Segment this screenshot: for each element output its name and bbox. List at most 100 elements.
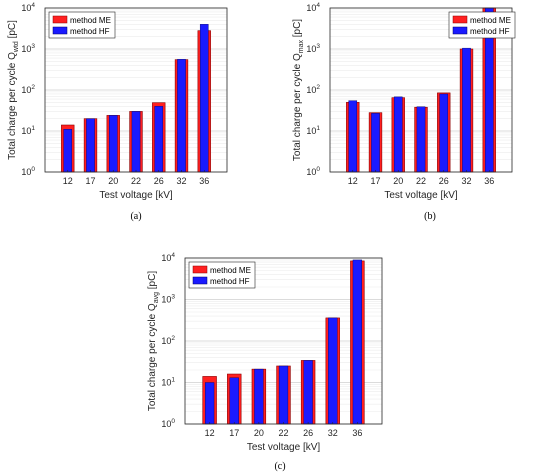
y-axis-label-unit: [pC]	[7, 20, 18, 41]
panel-label: (a)	[130, 211, 141, 222]
legend-label-me: method ME	[210, 266, 251, 275]
y-tick-label: 104	[306, 2, 320, 13]
legend-label-hf: method HF	[470, 27, 510, 36]
y-axis-label-main: Total charge per cycle Q	[292, 53, 303, 161]
y-tick-label: 101	[21, 125, 35, 136]
x-tick-label: 26	[303, 428, 313, 438]
bar-method-hf	[352, 259, 363, 425]
x-tick-label: 22	[131, 176, 141, 186]
y-tick-exponent: 2	[31, 84, 35, 91]
bar-method-hf	[278, 365, 289, 425]
axes-frame	[329, 7, 513, 173]
panel-label: (c)	[274, 461, 285, 472]
y-axis-label: Total charge per cycle Qwtd [pC]	[7, 20, 20, 160]
y-axis-label-main: Total charge per cycle Q	[7, 52, 18, 160]
y-tick-exponent: 3	[31, 43, 35, 50]
legend-label-hf: method HF	[70, 27, 110, 36]
panel-label: (b)	[424, 211, 436, 222]
x-tick-label: 32	[461, 176, 471, 186]
x-tick-label: 17	[229, 428, 239, 438]
y-tick-exponent: 4	[316, 2, 320, 9]
y-tick-label: 102	[161, 335, 175, 346]
legend-swatch-me	[52, 15, 68, 24]
x-tick-label: 36	[199, 176, 209, 186]
bar-method-hf	[154, 106, 164, 173]
x-tick-label: 17	[85, 176, 95, 186]
x-tick-label: 12	[63, 176, 73, 186]
y-axis-label-subscript: max	[298, 40, 305, 54]
y-tick-label: 103	[306, 43, 320, 54]
x-tick-label: 22	[278, 428, 288, 438]
y-axis-label-unit: [pC]	[147, 271, 158, 292]
y-tick-label: 102	[21, 84, 35, 95]
y-tick-label: 101	[161, 377, 175, 388]
bar-method-hf	[328, 317, 338, 425]
y-tick-exponent: 4	[171, 252, 175, 259]
y-tick-exponent: 4	[31, 2, 35, 9]
bar-method-hf	[63, 129, 73, 173]
y-tick-label: 102	[306, 84, 320, 95]
x-tick-label: 20	[393, 176, 403, 186]
y-tick-exponent: 3	[316, 43, 320, 50]
y-axis-label-subscript: avg	[153, 292, 160, 303]
x-axis-label: Test voltage [kV]	[384, 190, 458, 201]
bar-method-hf	[393, 96, 403, 173]
bar-method-hf	[254, 368, 264, 425]
x-axis-label: Test voltage [kV]	[99, 190, 173, 201]
x-tick-label: 22	[416, 176, 426, 186]
bar-method-hf	[177, 59, 186, 173]
y-tick-label: 104	[161, 252, 175, 263]
x-axis-label: Test voltage [kV]	[247, 442, 321, 453]
legend-swatch-me	[452, 15, 468, 24]
x-tick-label: 36	[352, 428, 362, 438]
y-tick-exponent: 1	[171, 377, 175, 384]
x-tick-label: 36	[484, 176, 494, 186]
x-tick-label: 26	[439, 176, 449, 186]
x-tick-label: 17	[370, 176, 380, 186]
bar-method-hf	[348, 100, 358, 173]
x-tick-label: 20	[254, 428, 264, 438]
y-tick-label: 103	[161, 294, 175, 305]
axes-frame	[44, 7, 228, 173]
y-axis-label: Total charge per cycle Qmax [pC]	[292, 19, 305, 161]
bar-method-hf	[204, 382, 215, 425]
y-tick-label: 100	[21, 166, 35, 177]
y-tick-label: 100	[161, 418, 175, 429]
y-tick-exponent: 2	[316, 84, 320, 91]
legend: method ME method HF	[188, 261, 256, 289]
legend-swatch-me	[192, 265, 208, 274]
bar-method-hf	[462, 47, 471, 173]
y-axis-label-subscript: wtd	[13, 41, 20, 53]
legend-label-me: method ME	[470, 16, 511, 25]
y-tick-exponent: 0	[31, 166, 35, 173]
legend-label-hf: method HF	[210, 277, 250, 286]
x-tick-label: 12	[348, 176, 358, 186]
legend-swatch-hf	[52, 26, 68, 35]
legend-swatch-hf	[192, 276, 208, 285]
x-tick-label: 32	[176, 176, 186, 186]
bar-method-hf	[131, 111, 141, 173]
bar-method-hf	[439, 93, 449, 173]
x-tick-label: 26	[154, 176, 164, 186]
bar-method-hf	[303, 360, 313, 425]
legend-swatch-hf	[452, 26, 468, 35]
bar-method-hf	[108, 115, 118, 173]
y-axis-label-main: Total charge per cycle Q	[147, 303, 158, 411]
bar-method-hf	[416, 106, 426, 173]
bar-method-hf	[86, 118, 95, 173]
y-tick-label: 104	[21, 2, 35, 13]
x-tick-label: 32	[328, 428, 338, 438]
bar-method-hf	[199, 24, 209, 173]
y-tick-label: 100	[306, 166, 320, 177]
y-tick-exponent: 0	[171, 418, 175, 425]
y-tick-exponent: 3	[171, 294, 175, 301]
y-tick-exponent: 1	[316, 125, 320, 132]
y-axis-label: Total charge per cycle Qavg [pC]	[147, 271, 160, 411]
y-axis-label-unit: [pC]	[292, 19, 303, 40]
x-tick-label: 12	[205, 428, 215, 438]
y-tick-label: 101	[306, 125, 320, 136]
x-tick-label: 20	[108, 176, 118, 186]
